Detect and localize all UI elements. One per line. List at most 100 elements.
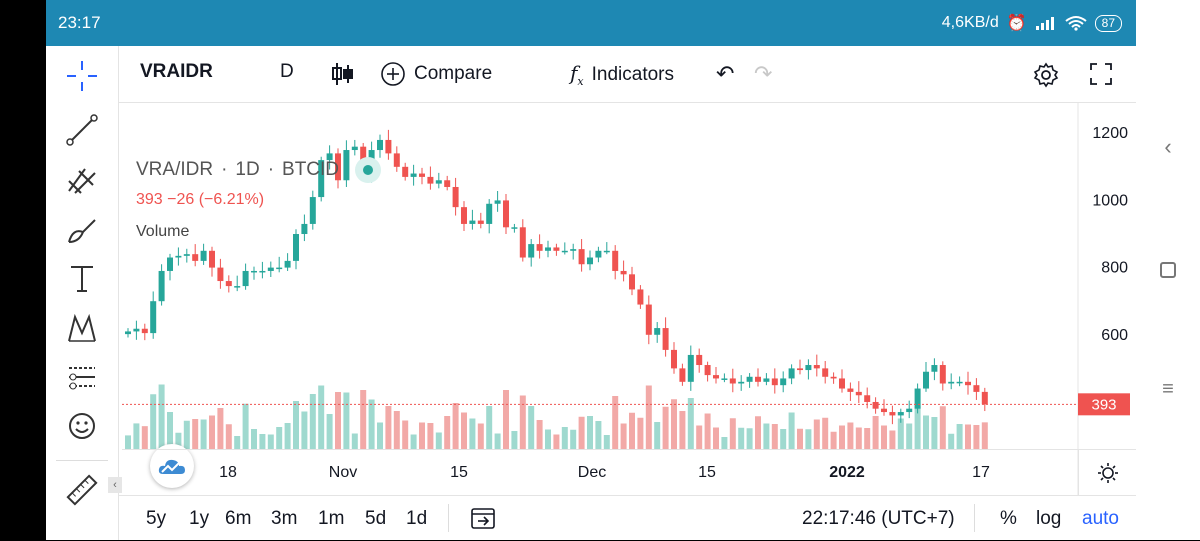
candle-body (158, 270, 165, 302)
candle-body (780, 378, 787, 386)
volume-bar (864, 428, 871, 449)
range-1m[interactable]: 1m (318, 508, 345, 529)
candle-body (385, 139, 392, 154)
battery-indicator: 87 (1094, 14, 1122, 32)
log-toggle[interactable]: log (1036, 508, 1062, 529)
interval-button[interactable]: D (280, 61, 294, 83)
status-time: 23:17 (58, 13, 101, 32)
volume-bar (805, 429, 812, 449)
candle-body (881, 408, 887, 413)
ruler-icon[interactable] (62, 470, 102, 510)
wifi-icon (1065, 16, 1087, 31)
trend-line-icon[interactable] (62, 110, 102, 150)
range-1d[interactable]: 1d (406, 508, 428, 529)
network-speed: 4,6KB/d (941, 14, 999, 31)
brush-icon[interactable] (62, 211, 102, 251)
candle-body (830, 376, 837, 379)
range-1y[interactable]: 1y (189, 508, 210, 529)
volume-bar (721, 437, 728, 449)
indicators-button[interactable]: fx Indicators (570, 61, 674, 88)
chart-type-button[interactable] (330, 61, 354, 87)
clock-timezone[interactable]: 22:17:46 (UTC+7) (802, 508, 955, 529)
auto-toggle[interactable]: auto (1082, 508, 1119, 529)
range-6m[interactable]: 6m (225, 508, 252, 529)
volume-bar (276, 427, 283, 449)
candle-body (309, 197, 316, 224)
candle-body (209, 250, 215, 268)
range-5y[interactable]: 5y (146, 508, 167, 529)
candle-body (519, 227, 526, 258)
time-axis[interactable]: 18 Nov 15 Dec 15 2022 17 (122, 449, 1136, 496)
settings-button[interactable] (1032, 61, 1060, 89)
pitchfork-icon[interactable] (62, 160, 102, 200)
candle-body (444, 180, 451, 187)
candle-body (461, 207, 467, 224)
range-5d[interactable]: 5d (365, 508, 387, 529)
drawing-toolbar (46, 46, 119, 540)
redo-button[interactable]: ↷ (754, 61, 772, 87)
percent-toggle[interactable]: % (1000, 508, 1017, 529)
candle-body (377, 139, 383, 151)
candle-body (125, 331, 131, 335)
chart-canvas[interactable]: 1200 1000 800 600 393 (122, 103, 1136, 495)
volume-bar (267, 434, 274, 449)
volume-bar (301, 411, 308, 449)
candle-body (897, 412, 904, 416)
candle-body (284, 260, 291, 268)
axis-settings-button[interactable] (1078, 450, 1137, 496)
volume-bar (419, 422, 425, 449)
volume-bar (881, 425, 887, 449)
candle-body (276, 267, 283, 270)
volume-bar (377, 422, 383, 449)
goto-date-button[interactable] (470, 506, 496, 535)
pattern-icon[interactable] (62, 308, 102, 348)
volume-bar (914, 406, 921, 449)
cloud-icon (158, 459, 185, 474)
candle-body (797, 368, 803, 371)
volume-bar (427, 423, 434, 449)
volume-bar (561, 427, 568, 449)
redo-icon: ↷ (754, 61, 773, 86)
chart-top-toolbar: VRAIDR D Compare fx Indicators ↶ ↷ (118, 46, 1136, 103)
time-axis-label: 15 (698, 464, 716, 481)
tradingview-logo-button[interactable] (150, 444, 194, 488)
fullscreen-button[interactable] (1088, 61, 1114, 87)
price-axis[interactable]: 1200 1000 800 600 (1092, 125, 1128, 344)
candle-body (805, 365, 812, 371)
undo-button[interactable]: ↶ (716, 61, 734, 87)
volume-bar (217, 408, 224, 449)
legend-interval: 1D (235, 159, 260, 180)
volume-legend[interactable]: Volume (136, 223, 190, 240)
back-icon[interactable]: ‹ (1164, 134, 1172, 159)
candle-body (234, 286, 241, 288)
interval-label: D (280, 61, 294, 82)
legend-exchange: BTCID (282, 159, 340, 180)
candle-body (864, 395, 871, 402)
candle-body (746, 376, 753, 382)
price-axis-label: 600 (1101, 327, 1128, 344)
candle-body (595, 250, 602, 258)
candle-body (561, 250, 568, 253)
candle-body (939, 365, 946, 384)
price-chart[interactable]: 1200 1000 800 600 393 VRA/IDR · 1D · BTCID … (108, 103, 1136, 495)
indicators-label: Indicators (591, 63, 674, 85)
collapse-arrow-icon[interactable]: ‹ (108, 477, 122, 493)
volume-bar (612, 396, 619, 449)
candle-body (679, 368, 686, 382)
range-3m[interactable]: 3m (271, 508, 298, 529)
recents-icon[interactable]: ≡ (1162, 378, 1174, 400)
compare-button[interactable]: Compare (380, 61, 492, 87)
toolbar-divider (56, 460, 108, 461)
volume-bar (797, 428, 803, 449)
candle-body (620, 270, 627, 275)
time-axis-label: 15 (450, 464, 468, 481)
home-icon[interactable] (1136, 258, 1200, 284)
symbol-search-button[interactable]: VRAIDR (140, 61, 213, 83)
prediction-icon[interactable] (62, 357, 102, 397)
emoji-icon[interactable] (62, 406, 102, 446)
crosshair-icon[interactable] (62, 56, 102, 96)
series-legend[interactable]: VRA/IDR · 1D · BTCID (136, 157, 382, 183)
text-tool-icon[interactable] (62, 258, 102, 298)
candle-body (335, 153, 341, 181)
volume-bar (326, 414, 333, 449)
